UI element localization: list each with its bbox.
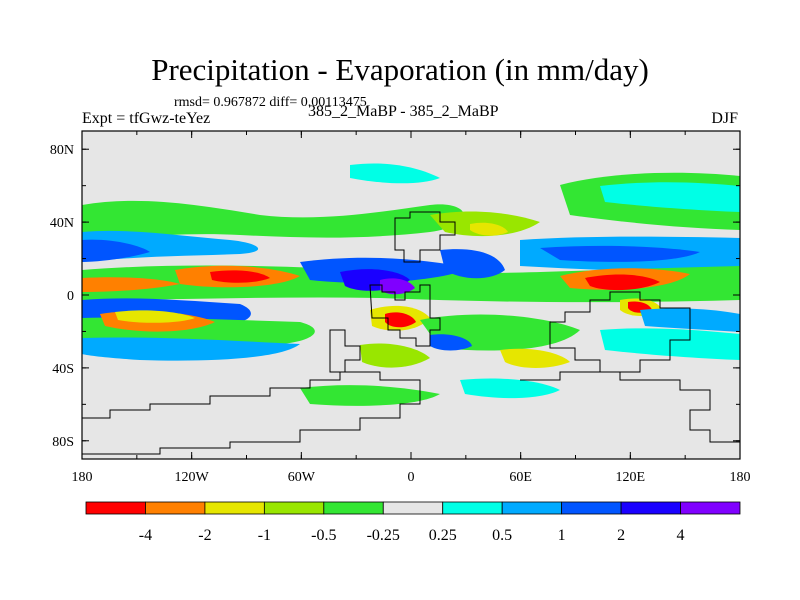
n-atlantic-dark (540, 245, 700, 262)
mid-yellow (470, 222, 508, 236)
contour-field (82, 131, 740, 459)
warm-pool-violet (380, 278, 415, 295)
coastlines (82, 211, 740, 455)
colorbar-label: 0.25 (429, 527, 457, 544)
colorbar-label: -0.25 (367, 527, 400, 544)
coastline-central-landmass (369, 284, 441, 347)
itcz-orange (82, 277, 180, 292)
colorbar-swatch (442, 501, 503, 515)
colorbar-label: -4 (139, 527, 152, 544)
colorbar-label: -0.5 (311, 527, 336, 544)
colorbar-label: 0.5 (492, 527, 512, 544)
colorbar-swatch (85, 501, 146, 515)
coastline-north-landmass (394, 211, 456, 263)
colorbar-swatch (561, 501, 622, 515)
far-south-cyan (460, 378, 560, 399)
s-pacific-yellow (115, 310, 195, 323)
colorbar-label: 1 (558, 527, 566, 544)
colorbar-swatch (263, 501, 325, 515)
coastline-south-continent (82, 371, 421, 455)
n-pacific-band (82, 200, 464, 240)
x-tick-label: 180 (72, 470, 93, 485)
colorbar-swatch (501, 501, 563, 515)
colorbar-swatch (145, 501, 206, 515)
y-tick-label: 80S (52, 435, 74, 450)
coastline-east-landmass (549, 291, 691, 373)
colorbar-label: 2 (617, 527, 625, 544)
y-tick-label: 40N (50, 216, 74, 231)
experiment-label: Expt = tfGwz-teYez (82, 110, 211, 127)
chart-subtitle: 385_2_MaBP - 385_2_MaBP (308, 103, 499, 120)
colorbar-swatch (204, 501, 265, 515)
arctic-cyan (350, 163, 440, 184)
coastline-southeast-continent (520, 371, 740, 443)
colorbar-label: -2 (198, 527, 211, 544)
x-tick-label: 60E (509, 470, 532, 485)
far-south-green (300, 385, 440, 406)
x-tick-label: 120W (175, 470, 210, 485)
y-tick-label: 40S (52, 362, 74, 377)
s-indian-green (360, 343, 430, 368)
n-atlantic-cyan (600, 182, 740, 212)
s-africa-blue (430, 334, 472, 351)
colorbar-swatch (620, 501, 681, 515)
season-label: DJF (711, 110, 738, 127)
coastline-west-landmass (329, 329, 361, 373)
s-midlat-blue (82, 337, 300, 361)
s-atlantic-red (385, 312, 416, 328)
stats-line: rmsd= 0.967872 diff= 0.00113475 (174, 95, 367, 110)
colorbar-label: -1 (258, 527, 271, 544)
y-tick-label: 80N (50, 143, 74, 158)
colorbar-swatch (382, 501, 444, 515)
africa-blue (440, 249, 505, 279)
x-tick-label: 0 (408, 470, 415, 485)
x-tick-label: 60W (288, 470, 316, 485)
x-tick-label: 120E (616, 470, 646, 485)
chart-title: Precipitation - Evaporation (in mm/day) (151, 52, 649, 87)
eastern-red (585, 274, 660, 291)
colorbar-label: 4 (677, 527, 685, 544)
x-tick-label: 180 (730, 470, 751, 485)
y-tick-label: 0 (67, 289, 74, 304)
colorbar-swatch (680, 501, 741, 515)
n-pacific-band-dark (82, 239, 150, 262)
s-indian-yellow (500, 348, 570, 368)
colorbar-swatch (323, 501, 384, 515)
central-pacific-red (210, 270, 270, 283)
